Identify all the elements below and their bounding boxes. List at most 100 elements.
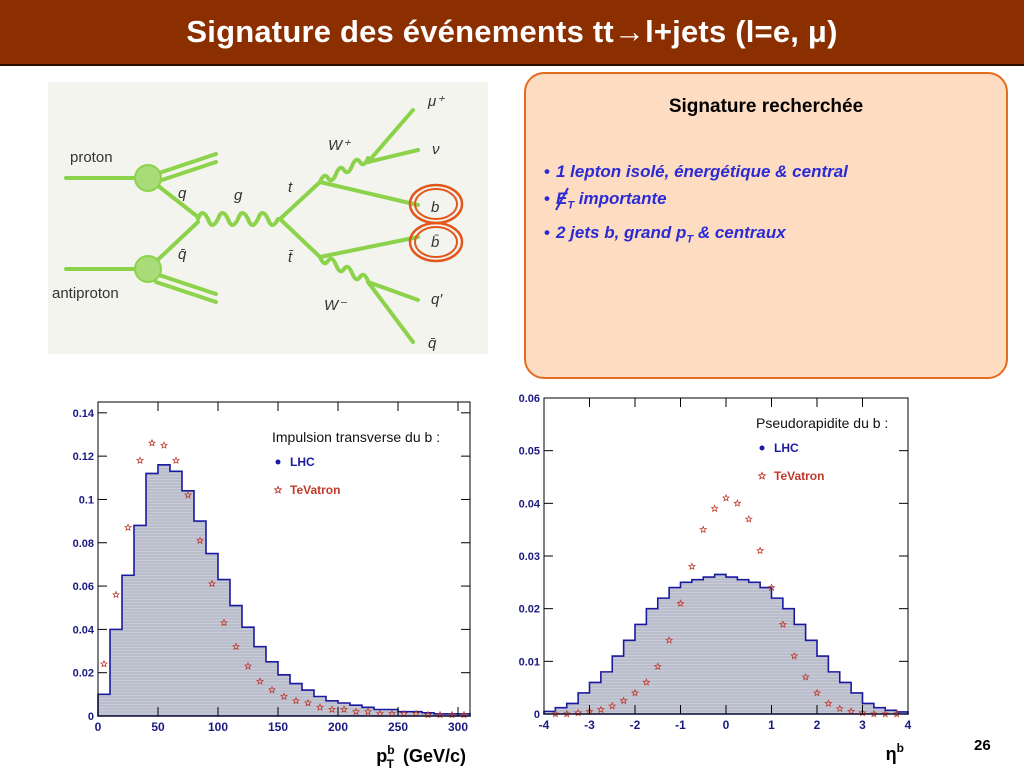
tevatron-point [316, 702, 324, 711]
y-tick-label: 0.14 [73, 408, 95, 420]
tevatron-point [676, 599, 685, 607]
tevatron-point [172, 456, 180, 464]
chart-title: Impulsion transverse du b : [272, 429, 440, 445]
label-tbar: t̄ [288, 249, 294, 266]
y-tick-label: 0.02 [73, 668, 94, 680]
feynman-diagram: proton antiproton q q̄ g t t̄ W⁺ W⁻ μ⁺ ν… [48, 82, 488, 354]
eta-chart: -4 -3 -2 -1 0 1 2 3 4 0 0.01 0.02 0.03 0.04 0.05 0.06 Ps… [506, 386, 926, 768]
x-tick-label: -1 [675, 718, 686, 732]
label-mu: μ⁺ [427, 93, 445, 110]
x-tick-label: 4 [905, 718, 912, 732]
x-tick-label: -3 [584, 718, 595, 732]
x-tick-label: 300 [448, 720, 468, 734]
tevatron-point [562, 709, 571, 718]
label-g: g [234, 187, 243, 204]
x-tick-label: 200 [328, 720, 348, 734]
y-tick-label: 0.06 [73, 581, 94, 593]
signature-item-text: importante [574, 189, 667, 208]
label-proton: proton [70, 149, 113, 166]
bullet-icon: • [544, 223, 550, 243]
tevatron-point [184, 490, 192, 499]
page-number: 26 [974, 737, 991, 754]
signature-heading: Signature recherchée [668, 96, 864, 117]
x-tick-label: 100 [208, 720, 228, 734]
tevatron-point [352, 707, 360, 716]
tevatron-point [790, 651, 799, 660]
legend-dot-icon [759, 445, 765, 451]
tevatron-point [722, 493, 730, 502]
tevatron-point [100, 659, 108, 668]
feynman-diagram-svg: proton antiproton q q̄ g t t̄ W⁺ W⁻ μ⁺ ν… [52, 93, 464, 352]
tevatron-point [596, 705, 605, 714]
signature-item-prefix: 2 jets b, grand p [556, 223, 687, 243]
label-qbar: q̄ [178, 246, 187, 263]
y-tick-label: 0.02 [519, 604, 540, 616]
tevatron-point [653, 662, 662, 671]
tevatron-point [869, 709, 878, 718]
legend-label: TeVatron [774, 469, 824, 483]
x-tick-label: -2 [630, 718, 641, 732]
tevatron-point [767, 583, 776, 592]
y-tick-label: 0.03 [519, 551, 540, 563]
tevatron-point [124, 523, 132, 532]
tevatron-point [400, 709, 408, 718]
tevatron-point [824, 699, 833, 707]
tevatron-point [813, 688, 821, 697]
x-axis-label: pb T (GeV/c) [376, 743, 466, 768]
histogram-fill [98, 464, 470, 716]
signature-item-text: & centraux [693, 223, 786, 243]
legend-star-icon [757, 471, 767, 480]
missing-et-symbol: ET [555, 185, 574, 219]
x-tick-label: 0 [723, 718, 730, 732]
y-tick-label: 0.04 [73, 624, 95, 636]
x-axis-label: ηb [886, 741, 904, 764]
label-qbar2: q̄ [428, 335, 437, 352]
tevatron-point [148, 438, 156, 447]
y-tick-label: 0.1 [79, 494, 94, 506]
tevatron-point [304, 698, 312, 707]
legend-label: TeVatron [290, 483, 340, 497]
y-tick-label: 0.05 [519, 446, 540, 458]
y-tick-label: 0.01 [519, 656, 540, 668]
highlight-bbar-outer [408, 221, 464, 263]
tevatron-point [642, 678, 651, 686]
label-nu: ν [432, 141, 440, 158]
signature-item-text: 1 lepton isolé, énergétique & central [556, 162, 848, 181]
tevatron-point [756, 546, 765, 555]
tevatron-point [778, 620, 787, 628]
label-antiproton: antiproton [52, 285, 119, 302]
tevatron-point [136, 456, 144, 464]
tevatron-point [551, 709, 560, 718]
tevatron-point [608, 701, 617, 710]
tevatron-point [619, 696, 628, 705]
tevatron-point [220, 618, 228, 627]
tevatron-point [687, 562, 696, 570]
tevatron-point [881, 709, 890, 718]
bullet-icon: • [544, 189, 550, 208]
x-tick-label: -4 [539, 718, 550, 732]
tevatron-point [710, 504, 719, 513]
tevatron-point [733, 499, 742, 507]
highlight-bbar-inner [414, 226, 458, 258]
tevatron-point [244, 661, 252, 670]
tevatron-point [412, 709, 420, 718]
plot-frame [97, 401, 471, 717]
tevatron-point [801, 672, 810, 681]
x-tick-label: 50 [151, 720, 165, 734]
x-tick-label: 2 [814, 718, 821, 732]
tevatron-point [292, 696, 300, 705]
pt-chart: 0 50 100 150 200 250 300 0 0.02 0.04 0.06 0.08 0.1 0.… [60, 392, 480, 771]
x-tick-label: 3 [859, 718, 866, 732]
x-tick-label: 0 [95, 720, 102, 734]
label-qprime: q′ [431, 291, 443, 308]
histogram-fill [544, 574, 908, 714]
histogram-outline [543, 573, 909, 715]
tevatron-point [376, 709, 384, 718]
tevatron-point [160, 441, 168, 449]
label-bbar: b̄ [431, 234, 440, 251]
tevatron-point [340, 705, 348, 713]
tevatron-point [256, 677, 264, 685]
tevatron-point [364, 707, 372, 716]
tevatron-point [328, 705, 336, 713]
tevatron-point [388, 709, 396, 718]
